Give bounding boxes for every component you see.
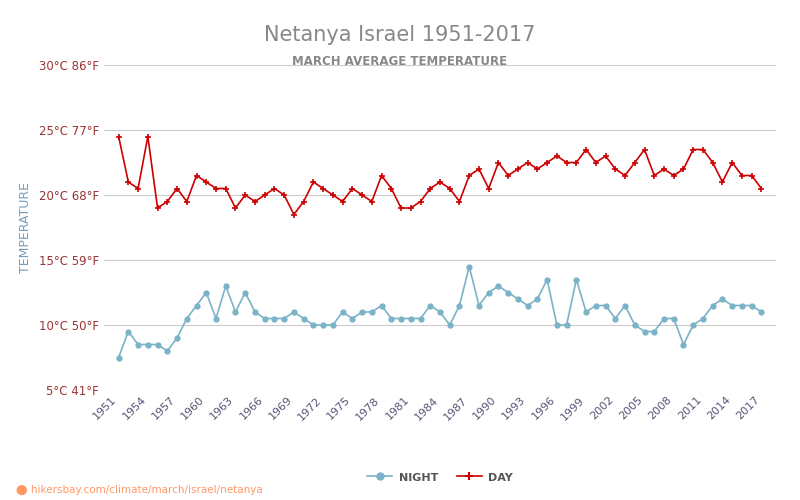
Text: MARCH AVERAGE TEMPERATURE: MARCH AVERAGE TEMPERATURE [293,55,507,68]
Legend: NIGHT, DAY: NIGHT, DAY [362,467,518,488]
Text: Netanya Israel 1951-2017: Netanya Israel 1951-2017 [264,25,536,45]
Y-axis label: TEMPERATURE: TEMPERATURE [19,182,32,273]
Text: ⬤ hikersbay.com/climate/march/israel/netanya: ⬤ hikersbay.com/climate/march/israel/net… [16,485,262,495]
